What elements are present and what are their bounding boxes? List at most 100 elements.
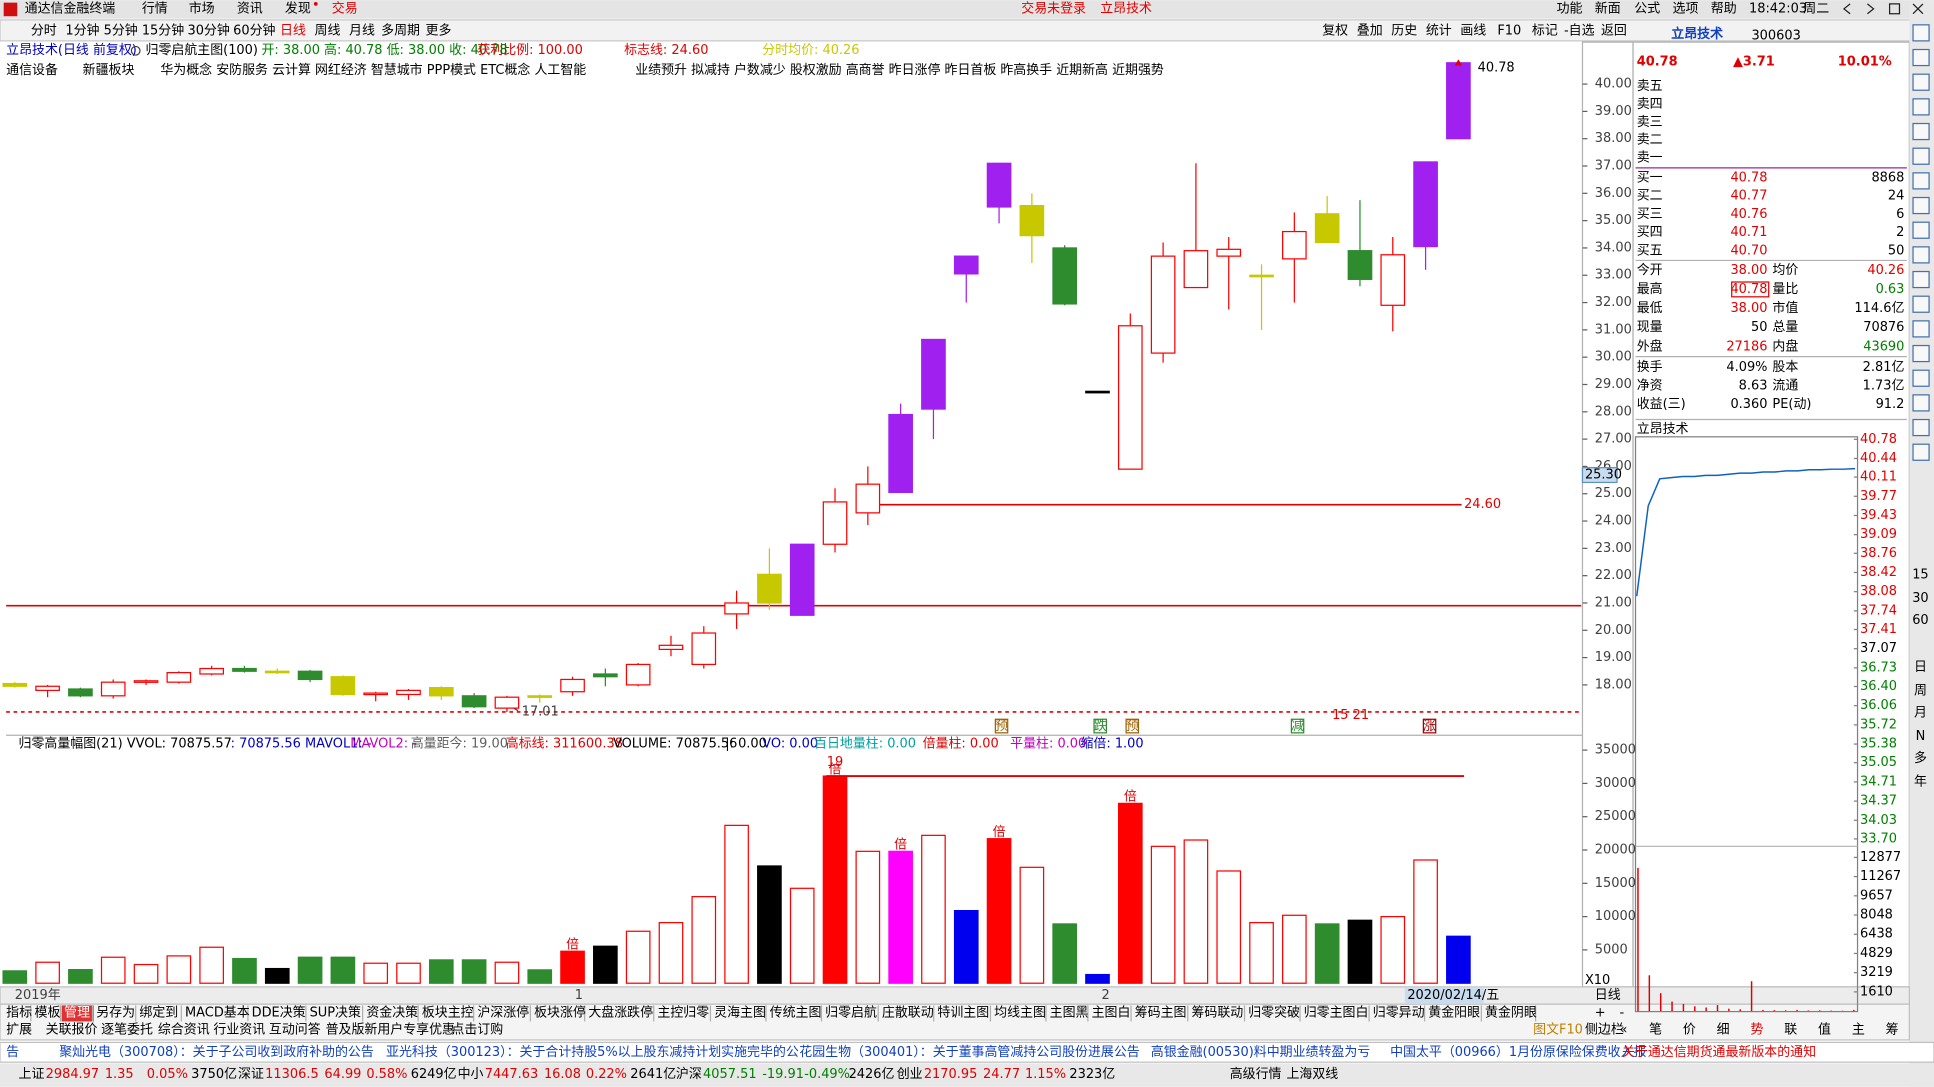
- side-tab[interactable]: 联: [1784, 1023, 1797, 1038]
- sidebar-item[interactable]: 多: [1914, 751, 1927, 766]
- period-tab[interactable]: 月线: [349, 24, 375, 39]
- tool-button[interactable]: 历史: [1391, 24, 1417, 39]
- indicator-tab[interactable]: 灵海主图: [714, 1005, 766, 1020]
- indicator-tab[interactable]: 主图白: [1092, 1004, 1131, 1020]
- indicator-tab[interactable]: 模板: [35, 1005, 61, 1020]
- side-tab[interactable]: 价: [1683, 1023, 1696, 1038]
- status-link[interactable]: 上海双线: [1286, 1067, 1338, 1082]
- sidebar-icon[interactable]: [1912, 295, 1930, 313]
- menu-item[interactable]: 交易: [332, 0, 358, 16]
- indicator-tab[interactable]: 传统主图: [770, 1005, 822, 1020]
- sidebar-item[interactable]: 60: [1912, 613, 1928, 628]
- indicator-tab[interactable]: 归零主图白: [1304, 1004, 1369, 1020]
- sidebar-icon[interactable]: [1912, 320, 1930, 338]
- zoom-button[interactable]: -: [1619, 1005, 1624, 1020]
- side-tab[interactable]: 笔: [1649, 1022, 1662, 1038]
- info-tab[interactable]: 逐笔委托: [101, 1022, 153, 1038]
- sidebar-icon[interactable]: [1912, 196, 1930, 215]
- indicator-tab[interactable]: 主图黑: [1050, 1005, 1089, 1020]
- sidebar-icon[interactable]: [1912, 172, 1930, 190]
- indicator-tab[interactable]: SUP决策: [310, 1004, 361, 1020]
- menu-item[interactable]: 选项: [1673, 1, 1699, 16]
- side-link[interactable]: «: [1619, 1023, 1627, 1038]
- login-status[interactable]: 立昂技术: [1100, 1, 1152, 16]
- zoom-button[interactable]: +: [1595, 1005, 1606, 1020]
- sidebar-icon[interactable]: [1912, 221, 1930, 239]
- period-tab[interactable]: 5分钟: [104, 23, 138, 39]
- sidebar-item[interactable]: 日: [1914, 660, 1927, 675]
- sidebar-icon[interactable]: [1912, 369, 1930, 387]
- menu-item[interactable]: 行情: [142, 1, 168, 16]
- sidebar-item[interactable]: 15: [1912, 567, 1928, 582]
- indicator-tab[interactable]: 黄金阴眼: [1485, 1004, 1537, 1020]
- nav-back[interactable]: [1842, 3, 1851, 15]
- period-tab[interactable]: 更多: [426, 24, 452, 39]
- indicator-tab[interactable]: 筹码联动: [1191, 1004, 1243, 1020]
- indicator-icon[interactable]: [130, 45, 141, 56]
- period-tab[interactable]: 15分钟: [142, 23, 184, 39]
- close-button[interactable]: [1912, 3, 1924, 15]
- indicator-name[interactable]: 归零启航主图(100): [146, 42, 258, 58]
- side-tab[interactable]: 势: [1750, 1022, 1763, 1038]
- sidebar-item[interactable]: 30: [1912, 591, 1928, 606]
- indicator-tab[interactable]: 指标: [6, 1005, 32, 1020]
- period-tab[interactable]: 分时: [31, 24, 57, 39]
- menu-item[interactable]: 功能: [1557, 1, 1583, 16]
- indicator-tab[interactable]: 黄金阳眼: [1428, 1004, 1480, 1020]
- info-tab[interactable]: 综合资讯: [158, 1023, 210, 1038]
- side-link[interactable]: 图文F10: [1533, 1023, 1583, 1038]
- restore-button[interactable]: [1888, 3, 1901, 15]
- indicator-tab[interactable]: 筹码主图: [1135, 1004, 1187, 1020]
- tool-button[interactable]: -自选: [1564, 24, 1595, 39]
- side-tab[interactable]: 筹: [1886, 1022, 1899, 1038]
- sidebar-icon[interactable]: [1912, 344, 1930, 363]
- menu-item[interactable]: 新面: [1595, 0, 1621, 16]
- indicator-tab[interactable]: 主控归零: [657, 1005, 709, 1020]
- menu-item[interactable]: 公式: [1634, 1, 1660, 16]
- sidebar-item[interactable]: 月: [1914, 706, 1927, 721]
- tool-button[interactable]: F10: [1497, 24, 1521, 39]
- tool-button[interactable]: 统计: [1426, 24, 1452, 39]
- news-item[interactable]: 关于通达信期货通最新版本的通知: [1622, 1044, 1816, 1060]
- news-item[interactable]: 高银金融(00530)料中期业绩转盈为亏: [1151, 1044, 1371, 1060]
- side-tab[interactable]: 值: [1818, 1022, 1831, 1038]
- news-item[interactable]: 花园生物（300401）：关于董事高管减持公司股份进展公告: [799, 1044, 1140, 1060]
- nav-forward[interactable]: [1867, 3, 1875, 15]
- sidebar-icon[interactable]: [1912, 418, 1930, 437]
- side-link[interactable]: 侧边栏: [1585, 1023, 1624, 1038]
- sidebar-icon[interactable]: [1912, 24, 1930, 42]
- sidebar-item[interactable]: 年: [1914, 775, 1927, 790]
- tool-button[interactable]: 返回: [1601, 24, 1627, 39]
- side-tab[interactable]: 主: [1852, 1023, 1865, 1038]
- period-tab[interactable]: 日线: [280, 24, 306, 39]
- menu-item[interactable]: 发现: [285, 0, 311, 16]
- sidebar-icon[interactable]: [1912, 246, 1930, 264]
- indicator-tab[interactable]: 另存为: [96, 1005, 135, 1020]
- sidebar-icon[interactable]: [1912, 270, 1930, 289]
- indicator-tab[interactable]: 大盘涨跌停: [588, 1004, 653, 1020]
- indicator-tab[interactable]: 庄散联动: [882, 1004, 934, 1020]
- indicator-tab[interactable]: 沪深涨停: [477, 1004, 529, 1020]
- indicator-tab[interactable]: 板块涨停: [534, 1004, 586, 1020]
- news-item[interactable]: 中国太平（00966）1月份原保险保费收入报: [1390, 1045, 1646, 1060]
- side-tab[interactable]: 细: [1717, 1023, 1730, 1038]
- info-tab[interactable]: 普及版新用户专享优惠: [326, 1022, 455, 1038]
- period-label[interactable]: 日线: [1595, 988, 1621, 1003]
- info-tab[interactable]: 关联报价: [46, 1023, 98, 1038]
- info-tab[interactable]: 扩展: [6, 1023, 32, 1038]
- sidebar-icon[interactable]: [1912, 73, 1930, 91]
- sidebar-item[interactable]: 周: [1914, 683, 1927, 698]
- menu-item[interactable]: 资讯: [237, 1, 263, 16]
- indicator-tab[interactable]: 绑定到: [139, 1005, 178, 1020]
- indicator-tab[interactable]: 资金决策: [366, 1004, 418, 1020]
- indicator-tab[interactable]: MACD基本: [185, 1005, 250, 1020]
- indicator-tab[interactable]: 板块主控: [422, 1005, 474, 1020]
- period-tab[interactable]: 30分钟: [187, 23, 229, 39]
- status-link[interactable]: 高级行情: [1230, 1066, 1282, 1082]
- indicator-tab[interactable]: 归零启航: [825, 1004, 877, 1020]
- news-item[interactable]: 亚光科技（300123）：关于合计持股5%以上股东减持计划实施完毕的公: [386, 1044, 799, 1060]
- tool-button[interactable]: 复权: [1322, 23, 1348, 39]
- tool-button[interactable]: 叠加: [1357, 24, 1383, 39]
- period-tab[interactable]: 周线: [315, 24, 341, 39]
- sidebar-icon[interactable]: [1912, 443, 1930, 461]
